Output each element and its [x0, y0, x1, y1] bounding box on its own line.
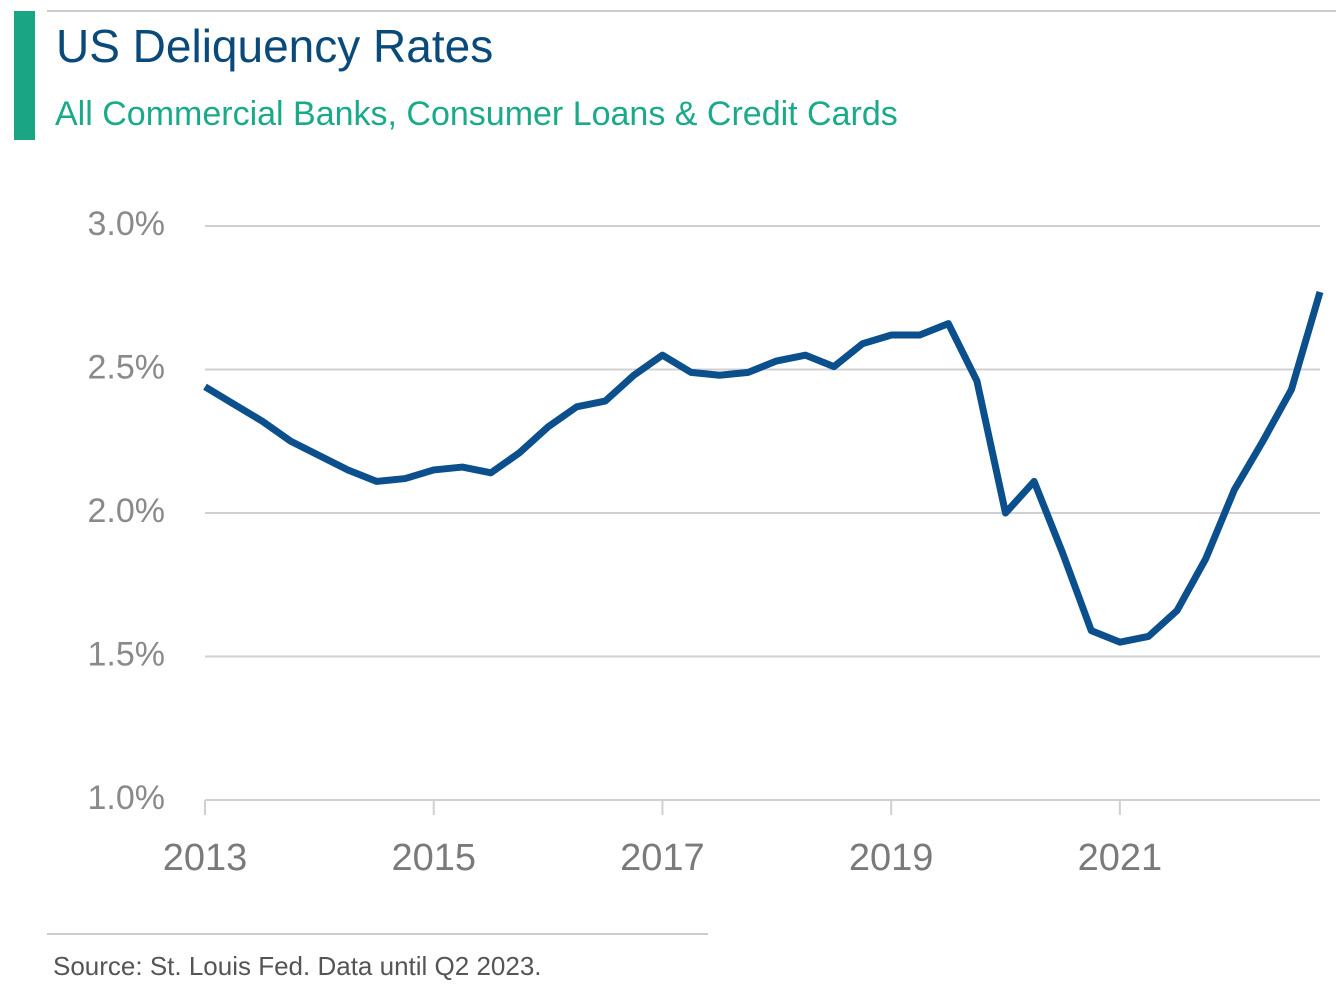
y-tick-label: 2.0% [88, 492, 166, 530]
y-tick-label: 2.5% [88, 348, 166, 386]
y-tick-label: 3.0% [88, 205, 166, 243]
x-tick-label: 2017 [620, 837, 705, 879]
x-tick-label: 2021 [1078, 837, 1163, 879]
accent-bar [14, 11, 35, 140]
y-tick-label: 1.0% [88, 779, 166, 817]
x-tick-label: 2019 [849, 837, 934, 879]
chart-title: US Deliquency Rates [56, 20, 493, 72]
chart-subtitle: All Commercial Banks, Consumer Loans & C… [55, 95, 898, 133]
x-tick-label: 2013 [163, 837, 248, 879]
data-line [203, 291, 1324, 646]
y-tick-label: 1.5% [88, 635, 166, 673]
source-note: Source: St. Louis Fed. Data until Q2 202… [53, 951, 542, 981]
x-tick-label: 2015 [391, 837, 476, 879]
